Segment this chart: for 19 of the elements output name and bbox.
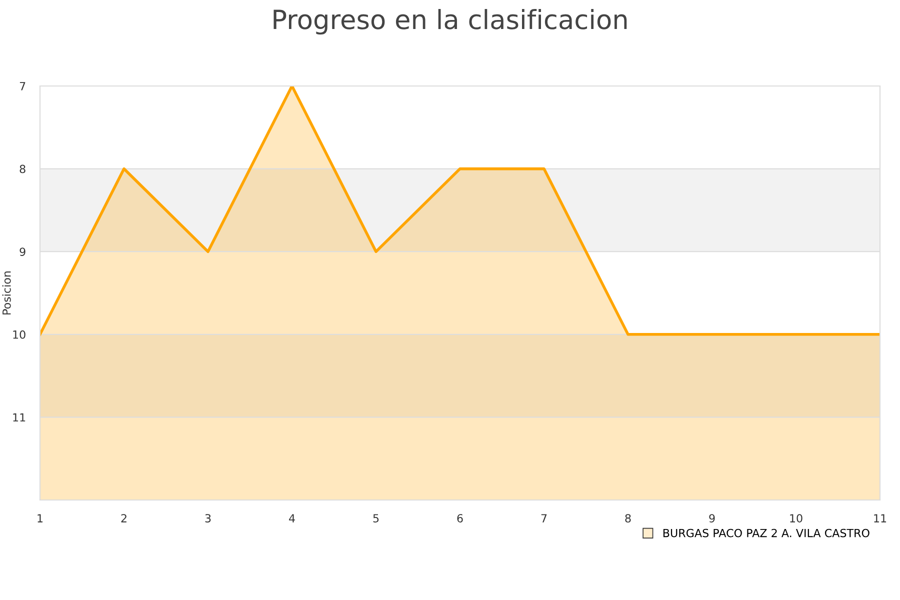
x-tick-label: 8 — [625, 514, 631, 522]
x-tick-label: 10 — [790, 514, 802, 522]
y-axis-title: Posicion — [2, 271, 11, 314]
x-tick-label: 3 — [205, 514, 211, 522]
y-tick-label: 11 — [13, 413, 26, 422]
x-tick-label: 7 — [541, 514, 547, 522]
y-tick-label: 8 — [20, 164, 26, 174]
x-tick-label: 6 — [457, 514, 463, 522]
chart-title: Progreso en la clasificacion — [274, 9, 627, 35]
x-tick-label: 5 — [373, 514, 379, 522]
legend-label: BURGAS PACO PAZ 2 A. VILA CASTRO — [663, 528, 870, 538]
x-tick-label: 11 — [874, 514, 886, 522]
x-tick-label: 9 — [709, 514, 715, 522]
y-tick-label: 10 — [13, 330, 26, 339]
x-tick-label: 4 — [289, 514, 295, 522]
x-tick-label: 2 — [121, 514, 126, 522]
y-tick-label: 7 — [20, 82, 26, 90]
y-tick-label: 9 — [20, 248, 26, 256]
x-tick-label: 1 — [38, 514, 43, 522]
